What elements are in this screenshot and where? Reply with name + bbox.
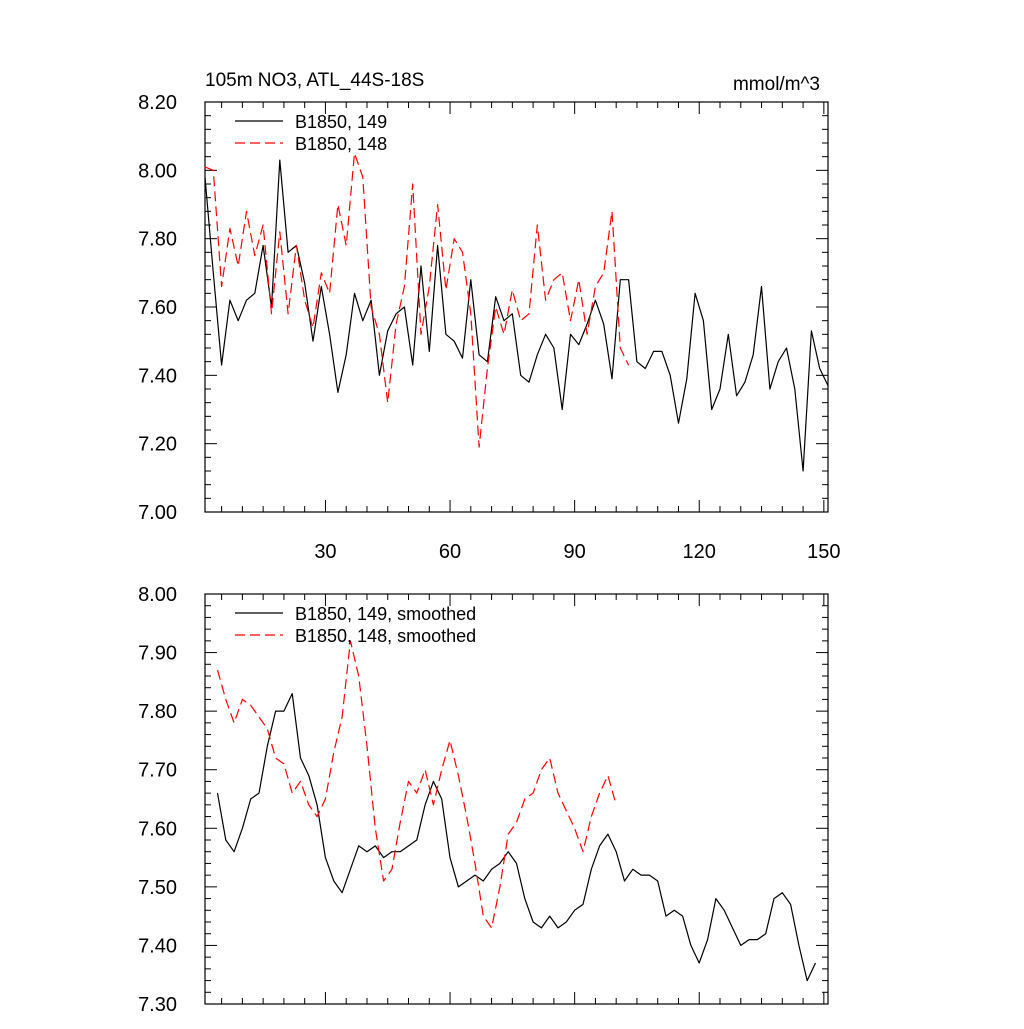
y-tick-label: 7.00 (138, 502, 177, 524)
x-tick-label: 60 (439, 541, 461, 563)
y-tick-label: 8.00 (138, 160, 177, 182)
series-line-1 (204, 159, 829, 472)
y-tick-label: 7.90 (138, 643, 177, 665)
legend-label-2: B1850, 148, smoothed (295, 626, 476, 646)
units-label: mmol/m^3 (733, 74, 820, 95)
y-tick-label: 7.20 (138, 434, 177, 456)
y-tick-label: 7.80 (138, 229, 177, 251)
y-tick-label: 7.30 (138, 994, 177, 1016)
y-tick-label: 7.50 (138, 877, 177, 899)
legend-label-2: B1850, 148 (295, 134, 387, 154)
x-tick-label: 120 (683, 541, 716, 563)
x-tick-label: 150 (807, 541, 840, 563)
series-line-2 (204, 152, 630, 448)
y-tick-label: 7.60 (138, 818, 177, 840)
legend-label-1: B1850, 149, smoothed (295, 604, 476, 624)
y-tick-label: 7.60 (138, 297, 177, 319)
y-tick-label: 7.40 (138, 935, 177, 957)
y-tick-label: 7.80 (138, 701, 177, 723)
y-tick-label: 7.40 (138, 365, 177, 387)
plot-frame (204, 101, 829, 513)
chart-title: 105m NO3, ATL_44S-18S (205, 70, 424, 91)
panel-1: 7.00 7.20 7.40 7.60 7.80 8.00 8.20 30 60 90 120 150… (138, 70, 840, 563)
y-tick-label: 8.00 (138, 584, 177, 606)
series-line-2 (216, 640, 617, 929)
legend-label-1: B1850, 149 (295, 112, 387, 132)
plot-frame (204, 593, 829, 1005)
y-tick-label: 7.70 (138, 760, 177, 782)
series-line-1 (216, 692, 817, 982)
y-tick-label: 8.20 (138, 92, 177, 114)
x-tick-label: 30 (314, 541, 336, 563)
x-tick-label: 90 (564, 541, 586, 563)
panel-2: 7.30 7.40 7.50 7.60 7.70 7.80 7.90 8.00 B1850, 1… (138, 584, 829, 1016)
